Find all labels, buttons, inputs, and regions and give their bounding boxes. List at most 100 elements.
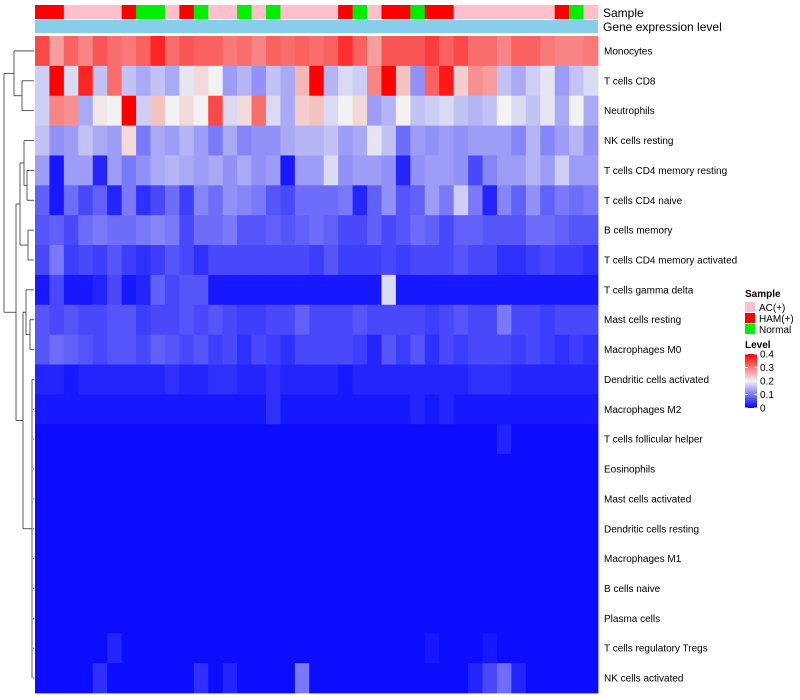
heatmap-cell xyxy=(265,573,281,604)
heatmap-cell xyxy=(107,483,123,515)
heatmap-cell xyxy=(525,304,541,336)
legend-tick-label: 0.2 xyxy=(760,377,774,388)
heatmap-cell xyxy=(237,304,252,336)
heatmap-cell xyxy=(395,274,411,306)
heatmap-cell xyxy=(453,245,469,276)
heatmap-cell xyxy=(395,513,411,545)
heatmap-cell xyxy=(251,573,267,604)
heatmap-cell xyxy=(237,663,252,694)
heatmap-cell xyxy=(424,663,440,694)
heatmap-cell xyxy=(193,304,209,336)
heatmap-cell xyxy=(49,215,65,246)
row-label: T cells CD4 memory resting xyxy=(604,166,727,177)
heatmap-cell xyxy=(395,483,411,515)
heatmap-cell xyxy=(294,274,310,306)
heatmap-cell xyxy=(150,364,166,395)
legend-level-ticks: 0.4 0.3 0.2 0.1 0 xyxy=(745,350,774,415)
heatmap-cell xyxy=(554,454,570,485)
heatmap-cell xyxy=(193,543,209,574)
heatmap-cell xyxy=(367,513,382,545)
row-label: NK cells resting xyxy=(604,136,673,147)
heatmap-cell xyxy=(208,364,224,395)
heatmap-cell xyxy=(294,394,310,425)
heatmap-cell xyxy=(540,155,556,186)
heatmap-cell xyxy=(367,215,382,246)
heatmap-cell xyxy=(395,603,411,634)
sample-annotation-cell xyxy=(540,5,556,19)
heatmap-cell xyxy=(496,215,512,246)
heatmap-cell xyxy=(78,394,94,425)
heatmap-cell xyxy=(482,483,498,515)
heatmap-cell xyxy=(381,274,397,306)
heatmap-cell xyxy=(78,65,94,97)
heatmap-cell xyxy=(164,304,180,336)
heatmap-cell xyxy=(323,394,339,425)
heatmap-cell xyxy=(49,513,65,545)
heatmap-cell xyxy=(323,483,339,515)
heatmap-cell xyxy=(424,245,440,276)
heatmap-cell xyxy=(164,603,180,634)
heatmap-cell xyxy=(511,334,527,365)
heatmap-cell xyxy=(554,513,570,545)
heatmap-cell xyxy=(453,95,469,126)
heatmap-cell xyxy=(468,424,483,455)
heatmap-cell xyxy=(352,125,368,156)
heatmap-cell xyxy=(410,334,426,365)
heatmap-cell xyxy=(107,125,123,156)
heatmap-cell xyxy=(280,155,296,186)
heatmap-cell xyxy=(35,603,50,634)
heatmap-cell xyxy=(525,394,541,425)
heatmap-cell xyxy=(265,543,281,574)
heatmap-cell xyxy=(63,603,79,634)
heatmap-cell xyxy=(323,304,339,336)
heatmap-cell xyxy=(63,454,79,485)
heatmap-cell xyxy=(78,245,94,276)
heatmap-cell xyxy=(280,36,296,67)
heatmap-cell xyxy=(453,155,469,186)
heatmap-cell xyxy=(338,454,353,485)
heatmap-cell xyxy=(237,513,252,545)
sample-annotation-cell xyxy=(35,5,50,19)
heatmap-cell xyxy=(352,424,368,455)
gene-expression-annotation-cell xyxy=(35,20,598,33)
heatmap-cell xyxy=(164,573,180,604)
heatmap-cell xyxy=(92,364,108,395)
heatmap-cell xyxy=(35,95,50,126)
heatmap-cell xyxy=(439,95,455,126)
heatmap-cell xyxy=(309,633,325,664)
heatmap-cell xyxy=(309,245,325,276)
heatmap-cell xyxy=(525,95,541,126)
gene-expression-annotation-label: Gene expression level xyxy=(603,20,722,34)
heatmap-cell xyxy=(107,394,123,425)
heatmap-cell xyxy=(482,36,498,67)
heatmap-cell xyxy=(309,454,325,485)
heatmap-cell xyxy=(424,304,440,336)
sample-annotation-cell xyxy=(309,5,325,19)
heatmap-cell xyxy=(367,36,382,67)
heatmap-cell xyxy=(482,95,498,126)
heatmap-cell xyxy=(136,304,151,336)
heatmap-cell xyxy=(121,215,137,246)
heatmap-cell xyxy=(107,215,123,246)
heatmap-cell xyxy=(511,483,527,515)
heatmap-cell xyxy=(49,483,65,515)
heatmap-cell xyxy=(107,364,123,395)
heatmap-cell xyxy=(338,215,353,246)
heatmap-cell xyxy=(107,155,123,186)
heatmap-cell xyxy=(424,125,440,156)
heatmap-cell xyxy=(338,245,353,276)
heatmap-cell xyxy=(583,663,599,694)
heatmap-cell xyxy=(121,65,137,97)
heatmap-cell xyxy=(453,274,469,306)
heatmap-cell xyxy=(222,274,238,306)
heatmap-cell xyxy=(193,245,209,276)
heatmap-cell xyxy=(164,215,180,246)
heatmap-cell xyxy=(410,304,426,336)
heatmap-cell xyxy=(410,155,426,186)
heatmap-cell xyxy=(208,245,224,276)
heatmap-cell xyxy=(179,483,195,515)
heatmap-cell xyxy=(121,573,137,604)
heatmap-cell xyxy=(540,543,556,574)
legend-item-label: Normal xyxy=(759,325,791,336)
heatmap-cell xyxy=(280,125,296,156)
